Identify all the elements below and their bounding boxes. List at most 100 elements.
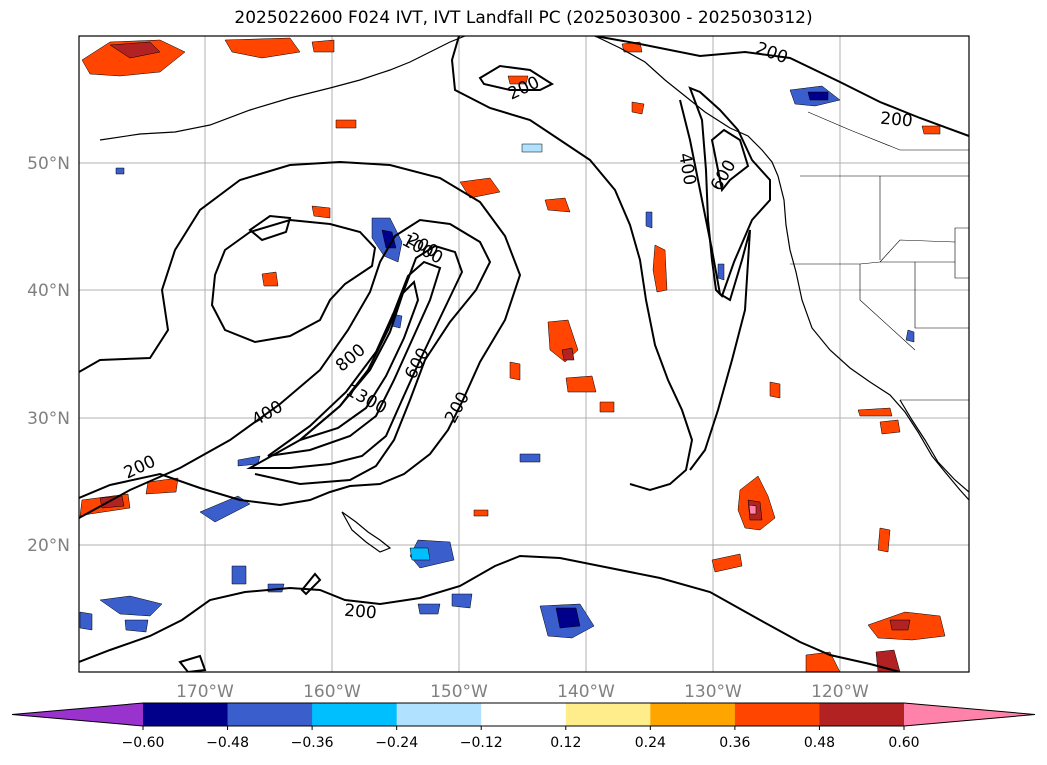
patch-positive — [261, 271, 279, 287]
contour-label: 200 — [343, 601, 377, 624]
map-frame — [78, 35, 970, 673]
border-state — [807, 111, 969, 151]
colorbar-segment — [481, 703, 567, 726]
colorbar-tick-label: 0.48 — [804, 735, 835, 751]
contour-200-main — [79, 160, 522, 507]
colorbar-segment — [734, 703, 820, 726]
patch-positive — [473, 509, 489, 517]
patch-positive — [889, 619, 911, 631]
patch-positive — [748, 504, 757, 515]
longitude-labels: 170°W 160°W 150°W 140°W 130°W 120°W — [176, 682, 869, 702]
colorbar-segment — [819, 703, 905, 726]
patch-negative — [555, 607, 581, 629]
patch-positive — [311, 39, 335, 53]
baja-coast — [899, 399, 969, 493]
contour-600-east — [710, 128, 750, 193]
alaska-coast — [594, 36, 779, 177]
patch-positive — [769, 381, 781, 399]
patch-negative — [199, 495, 251, 523]
colorbar-segment — [312, 703, 398, 726]
contour-1000 — [299, 280, 420, 441]
lon-label: 140°W — [557, 682, 615, 702]
patch-positive — [711, 553, 743, 573]
ivt-contours — [79, 36, 969, 672]
colorbar-segment — [227, 703, 313, 726]
patch-negative — [381, 229, 397, 249]
patch-positive — [311, 205, 331, 219]
border-state — [879, 239, 956, 263]
patch-negative — [409, 547, 431, 561]
patch-negative — [124, 619, 149, 633]
patch-positive — [507, 75, 529, 85]
patch-positive — [544, 197, 571, 213]
lon-label: 130°W — [684, 682, 742, 702]
patch-positive — [921, 125, 941, 135]
contour-200-ne — [594, 36, 969, 137]
hawaii-islands — [341, 511, 392, 553]
colorbar-tick-label: −0.12 — [460, 735, 503, 751]
patch-positive — [805, 651, 841, 672]
colorbar-segment — [396, 703, 482, 726]
lat-label: 40°N — [27, 281, 70, 301]
colorbar-tick-label: 0.60 — [888, 735, 919, 751]
lon-label: 160°W — [303, 682, 361, 702]
gridlines — [79, 36, 969, 672]
contour-400-outer — [79, 218, 492, 519]
contour-200-south — [79, 554, 901, 672]
colorbar-segment — [565, 703, 651, 726]
colorbar-segment — [143, 703, 229, 726]
patch-positive — [335, 119, 357, 129]
colorbar-tick-label: 0.36 — [719, 735, 750, 751]
lon-label: 170°W — [176, 682, 234, 702]
border-state — [859, 264, 916, 351]
contour-200-inner — [210, 218, 377, 344]
coastlines — [99, 36, 969, 553]
patch-positive — [81, 39, 186, 77]
lat-label: 30°N — [27, 409, 70, 429]
colorbar-tick-label: 0.24 — [635, 735, 666, 751]
patch-positive — [877, 527, 891, 553]
na-west-coast — [777, 175, 969, 501]
contour-ring — [248, 214, 292, 242]
patch-positive — [565, 375, 597, 393]
political-borders — [790, 111, 969, 401]
patch-positive — [857, 407, 893, 417]
border-state — [914, 262, 969, 329]
patch-negative — [645, 211, 653, 229]
colorbar-ticks: −0.60 −0.48 −0.36 −0.24 −0.12 0.12 0.24 0.36 0.4… — [122, 726, 920, 751]
contour-small — [300, 572, 322, 596]
colorbar-tick-label: −0.36 — [291, 735, 334, 751]
patch-positive — [109, 41, 161, 59]
contour-small — [178, 654, 207, 672]
patch-positive — [145, 477, 179, 495]
patch-negative — [99, 595, 163, 617]
lat-label: 50°N — [27, 154, 70, 174]
patch-positive — [599, 401, 615, 413]
colorbar-tick-label: −0.60 — [122, 735, 165, 751]
contour-600 — [246, 244, 464, 469]
patch-positive — [224, 37, 301, 59]
contour-200-east — [450, 36, 694, 492]
patch-positive — [631, 101, 645, 115]
contour-800 — [267, 260, 442, 457]
patch-negative — [521, 143, 543, 153]
patch-negative — [519, 453, 541, 463]
contour-east-400 — [688, 86, 771, 298]
lat-label: 20°N — [27, 536, 70, 556]
patch-positive — [879, 419, 901, 435]
patch-positive — [561, 347, 575, 361]
border-state — [954, 227, 969, 279]
colorbar-extend-max — [904, 703, 1035, 726]
patch-negative — [79, 611, 93, 631]
patch-negative — [451, 593, 473, 609]
aleutian-coast — [99, 36, 466, 141]
border-state — [790, 261, 955, 265]
patch-negative — [115, 167, 125, 175]
colorbar-tick-label: −0.48 — [206, 735, 249, 751]
patch-negative — [905, 329, 915, 343]
map-background — [79, 36, 969, 672]
patch-negative — [717, 263, 725, 281]
anomaly-patches — [79, 37, 946, 672]
lon-label: 120°W — [811, 682, 869, 702]
